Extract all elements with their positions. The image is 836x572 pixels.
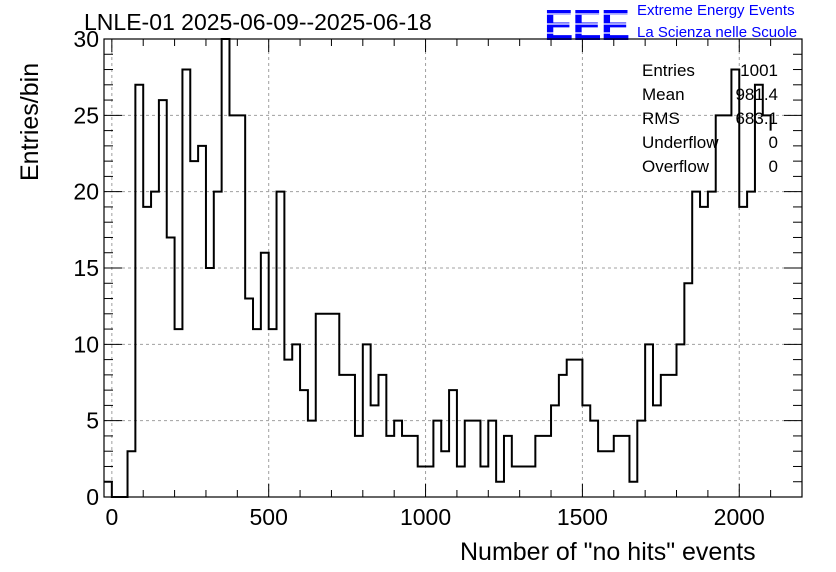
stat-label: Overflow xyxy=(642,157,710,176)
chart-title: LNLE-01 2025-06-09--2025-06-18 xyxy=(84,9,432,35)
stat-row-underflow: Underflow 0 xyxy=(642,131,778,155)
svg-text:EEE: EEE xyxy=(544,2,629,44)
stat-value: 0 xyxy=(768,157,778,176)
stat-row-entries: Entries 1001 xyxy=(642,59,778,83)
y-tick-label: 15 xyxy=(73,255,99,281)
x-axis-label: Number of "no hits" events xyxy=(460,538,756,566)
x-tick-label: 1500 xyxy=(557,504,608,530)
stat-value: 0 xyxy=(768,133,778,152)
histogram-series xyxy=(104,38,772,498)
plot-frame xyxy=(103,38,803,498)
y-tick-label: 5 xyxy=(86,408,99,434)
y-tick-label: 30 xyxy=(73,26,99,52)
stat-label: RMS xyxy=(642,109,680,128)
brand-line-2: La Scienza nelle Scuole xyxy=(637,24,798,41)
stats-box: Entries 1001 Mean 981.4 RMS 683.1 Underf… xyxy=(642,59,778,179)
stat-value: 683.1 xyxy=(735,109,778,128)
brand-line-1: Extreme Energy Events xyxy=(637,2,795,19)
eee-logo: EEE xyxy=(542,2,636,44)
stat-value: 1001 xyxy=(740,61,778,80)
stat-row-overflow: Overflow 0 xyxy=(642,155,778,179)
stat-row-rms: RMS 683.1 xyxy=(642,107,778,131)
x-tick-label: 0 xyxy=(105,504,118,530)
x-tick-label: 1000 xyxy=(400,504,451,530)
stat-label: Mean xyxy=(642,85,685,104)
stat-row-mean: Mean 981.4 xyxy=(642,83,778,107)
x-tick-label: 2000 xyxy=(714,504,765,530)
stat-value: 981.4 xyxy=(735,85,778,104)
y-tick-label: 25 xyxy=(73,102,99,128)
stat-label: Underflow xyxy=(642,133,719,152)
y-tick-label: 0 xyxy=(86,484,99,510)
y-axis-label: Entries/bin xyxy=(16,62,44,181)
y-tick-label: 10 xyxy=(73,331,99,357)
y-tick-label: 20 xyxy=(73,179,99,205)
stat-label: Entries xyxy=(642,61,695,80)
x-tick-label: 500 xyxy=(250,504,288,530)
